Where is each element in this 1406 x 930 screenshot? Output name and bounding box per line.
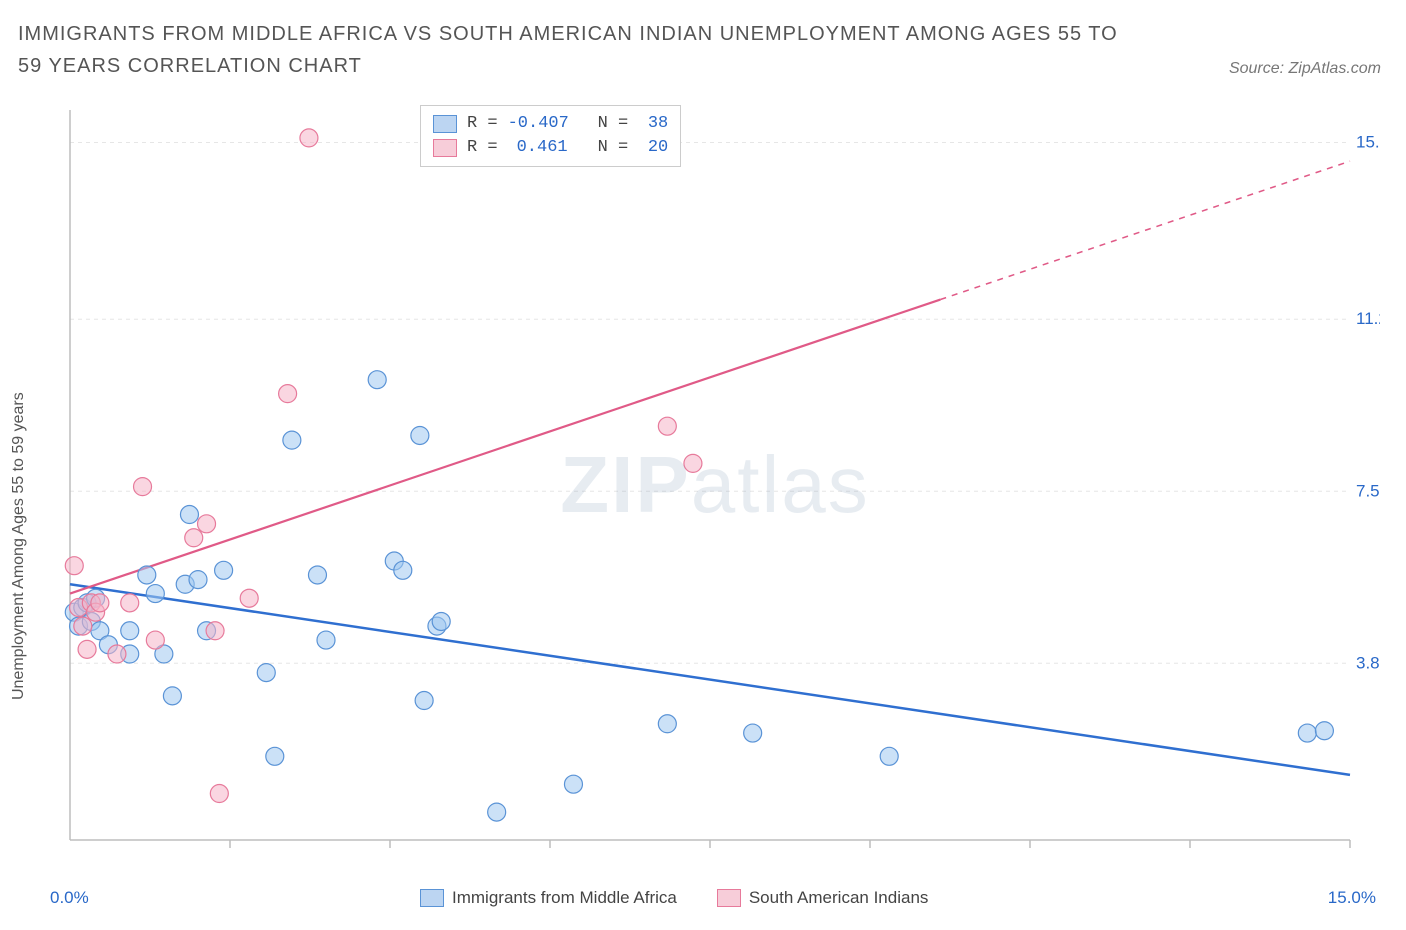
legend-row-blue: R = -0.407 N = 38 (433, 112, 668, 136)
legend-stats-box: R = -0.407 N = 38 R = 0.461 N = 20 (420, 105, 681, 167)
svg-text:11.2%: 11.2% (1356, 309, 1380, 328)
svg-text:7.5%: 7.5% (1356, 481, 1380, 500)
legend-item-pink: South American Indians (717, 888, 929, 908)
svg-text:3.8%: 3.8% (1356, 653, 1380, 672)
svg-text:15.0%: 15.0% (1356, 133, 1380, 152)
legend-label-pink: South American Indians (749, 888, 929, 908)
swatch-blue (433, 115, 457, 133)
y-axis-label: Unemployment Among Ages 55 to 59 years (10, 392, 28, 700)
swatch-blue (420, 889, 444, 907)
x-axis-max-label: 15.0% (1328, 888, 1376, 908)
chart-plot-area: 3.8%7.5%11.2%15.0% ZIPatlas (50, 100, 1380, 870)
chart-svg: 3.8% 7.5% 11.2% 15.0% (50, 100, 1380, 870)
legend-series: Immigrants from Middle Africa South Amer… (420, 888, 928, 908)
source-attribution: Source: ZipAtlas.com (1229, 60, 1381, 78)
legend-label-blue: Immigrants from Middle Africa (452, 888, 677, 908)
legend-row-pink: R = 0.461 N = 20 (433, 136, 668, 160)
legend-item-blue: Immigrants from Middle Africa (420, 888, 677, 908)
chart-title: IMMIGRANTS FROM MIDDLE AFRICA VS SOUTH A… (18, 18, 1118, 82)
swatch-pink (433, 139, 457, 157)
swatch-pink (717, 889, 741, 907)
x-axis-min-label: 0.0% (50, 888, 89, 908)
